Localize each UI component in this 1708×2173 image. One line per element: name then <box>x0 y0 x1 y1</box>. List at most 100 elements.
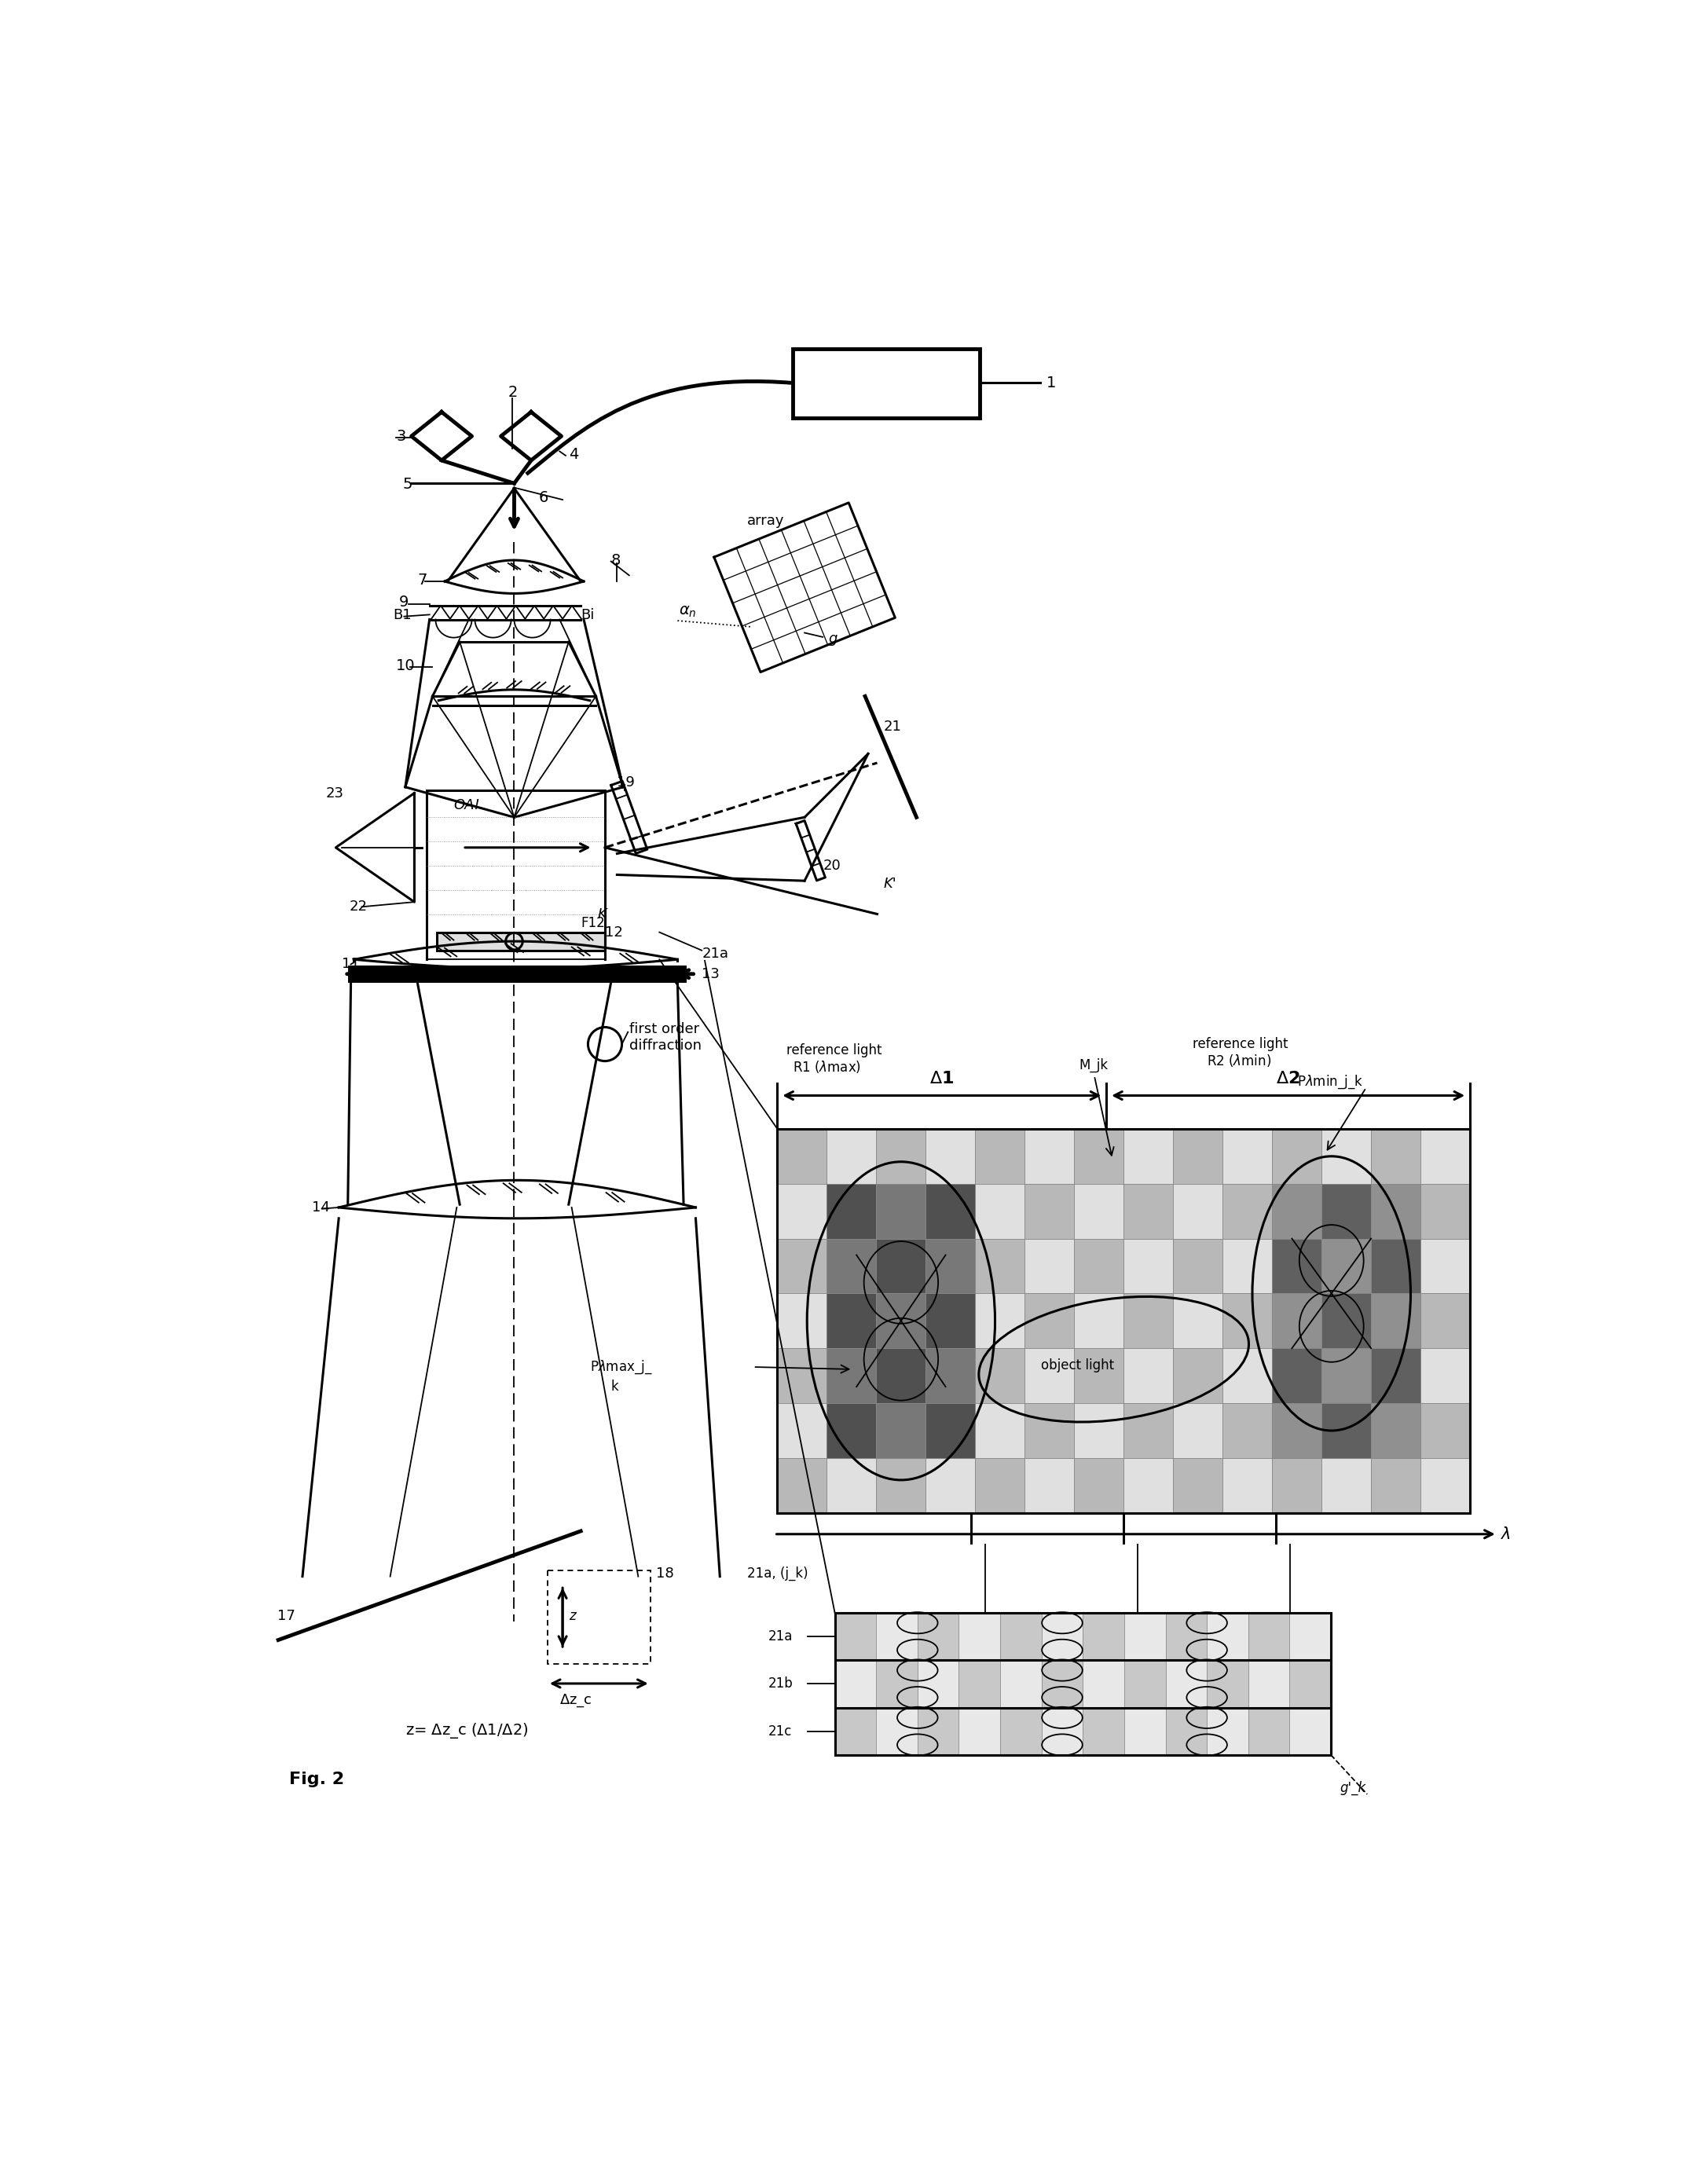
Bar <box>1290 1660 1331 1708</box>
Bar <box>1025 1404 1074 1458</box>
Bar <box>975 1293 1025 1347</box>
Bar <box>1249 1708 1290 1756</box>
Bar <box>437 932 605 950</box>
Text: 21b: 21b <box>769 1678 793 1691</box>
Bar <box>1025 1347 1074 1404</box>
Bar <box>1074 1239 1124 1293</box>
Bar <box>1223 1128 1272 1184</box>
Text: $\Delta$1: $\Delta$1 <box>929 1071 955 1086</box>
Bar <box>1322 1347 1372 1404</box>
Text: 19: 19 <box>617 776 635 789</box>
Bar <box>876 1404 926 1458</box>
Text: 21a: 21a <box>769 1630 793 1643</box>
Bar <box>1322 1128 1372 1184</box>
Bar <box>777 1347 827 1404</box>
Bar <box>1421 1128 1471 1184</box>
Text: P$\lambda$min_j_k: P$\lambda$min_j_k <box>1296 1073 1363 1091</box>
Text: 5: 5 <box>403 478 412 491</box>
Bar <box>1025 1184 1074 1239</box>
Text: 20: 20 <box>823 858 840 874</box>
Bar <box>835 1612 1331 1756</box>
Bar <box>1372 1239 1421 1293</box>
Bar <box>1272 1404 1322 1458</box>
Bar <box>1372 1404 1421 1458</box>
Text: diffraction: diffraction <box>629 1039 702 1054</box>
Bar <box>926 1239 975 1293</box>
Text: R1 ($\lambda$max): R1 ($\lambda$max) <box>793 1058 861 1073</box>
Bar <box>1421 1347 1471 1404</box>
Bar <box>876 1612 917 1660</box>
Bar <box>876 1708 917 1756</box>
Bar <box>1124 1458 1173 1512</box>
Bar <box>1421 1184 1471 1239</box>
Bar <box>777 1128 1471 1512</box>
Text: 3: 3 <box>396 428 407 443</box>
Bar <box>876 1239 926 1293</box>
Bar <box>1173 1239 1223 1293</box>
Bar <box>1025 1458 1074 1512</box>
Bar <box>1173 1128 1223 1184</box>
Bar <box>835 1612 876 1660</box>
Bar <box>926 1184 975 1239</box>
Bar <box>1042 1612 1083 1660</box>
Bar <box>1272 1347 1322 1404</box>
Bar <box>827 1293 876 1347</box>
Bar <box>1223 1293 1272 1347</box>
Bar <box>975 1128 1025 1184</box>
Text: 18: 18 <box>656 1567 675 1580</box>
Bar <box>1025 1128 1074 1184</box>
Bar <box>1208 1660 1249 1708</box>
Bar <box>1124 1239 1173 1293</box>
Bar <box>1208 1708 1249 1756</box>
Bar <box>1249 1612 1290 1660</box>
Bar <box>876 1293 926 1347</box>
Bar <box>1372 1404 1421 1458</box>
Bar <box>926 1347 975 1404</box>
Bar <box>1372 1184 1421 1239</box>
Bar <box>1272 1458 1322 1512</box>
Text: 21c: 21c <box>769 1723 793 1738</box>
Bar <box>1322 1404 1372 1458</box>
Bar <box>793 348 980 417</box>
Text: $\alpha_n$: $\alpha_n$ <box>678 604 697 619</box>
Bar <box>926 1293 975 1347</box>
Bar <box>1173 1458 1223 1512</box>
Text: 8: 8 <box>611 552 620 567</box>
Bar <box>926 1239 975 1293</box>
Bar <box>975 1404 1025 1458</box>
Bar <box>1421 1239 1471 1293</box>
Bar <box>876 1660 917 1708</box>
Bar <box>1124 1184 1173 1239</box>
Bar <box>1421 1293 1471 1347</box>
Bar <box>1421 1458 1471 1512</box>
Bar <box>835 1612 1331 1756</box>
Bar <box>1223 1347 1272 1404</box>
Bar <box>1173 1293 1223 1347</box>
Bar <box>1083 1708 1124 1756</box>
Bar <box>975 1239 1025 1293</box>
Bar <box>777 1293 827 1347</box>
Bar <box>1290 1612 1331 1660</box>
Text: 23: 23 <box>326 787 343 800</box>
Bar <box>917 1660 958 1708</box>
Bar <box>1272 1239 1322 1293</box>
Bar <box>835 1708 876 1756</box>
Bar <box>1372 1293 1421 1347</box>
Text: F12: F12 <box>581 917 605 930</box>
Bar <box>1272 1404 1322 1458</box>
Text: 10: 10 <box>396 658 415 674</box>
Text: g'_k: g'_k <box>1341 1782 1366 1795</box>
Bar <box>1322 1184 1372 1239</box>
Bar <box>1272 1184 1322 1239</box>
Text: k: k <box>611 1380 618 1393</box>
Bar <box>876 1184 926 1239</box>
Text: object light: object light <box>1040 1358 1114 1373</box>
Bar <box>1290 1708 1331 1756</box>
Bar <box>348 965 687 982</box>
Text: K': K' <box>883 876 897 891</box>
Bar <box>1272 1293 1322 1347</box>
Text: 13: 13 <box>702 967 719 980</box>
Bar <box>1223 1404 1272 1458</box>
Bar <box>1124 1128 1173 1184</box>
Text: 21a: 21a <box>702 945 728 960</box>
